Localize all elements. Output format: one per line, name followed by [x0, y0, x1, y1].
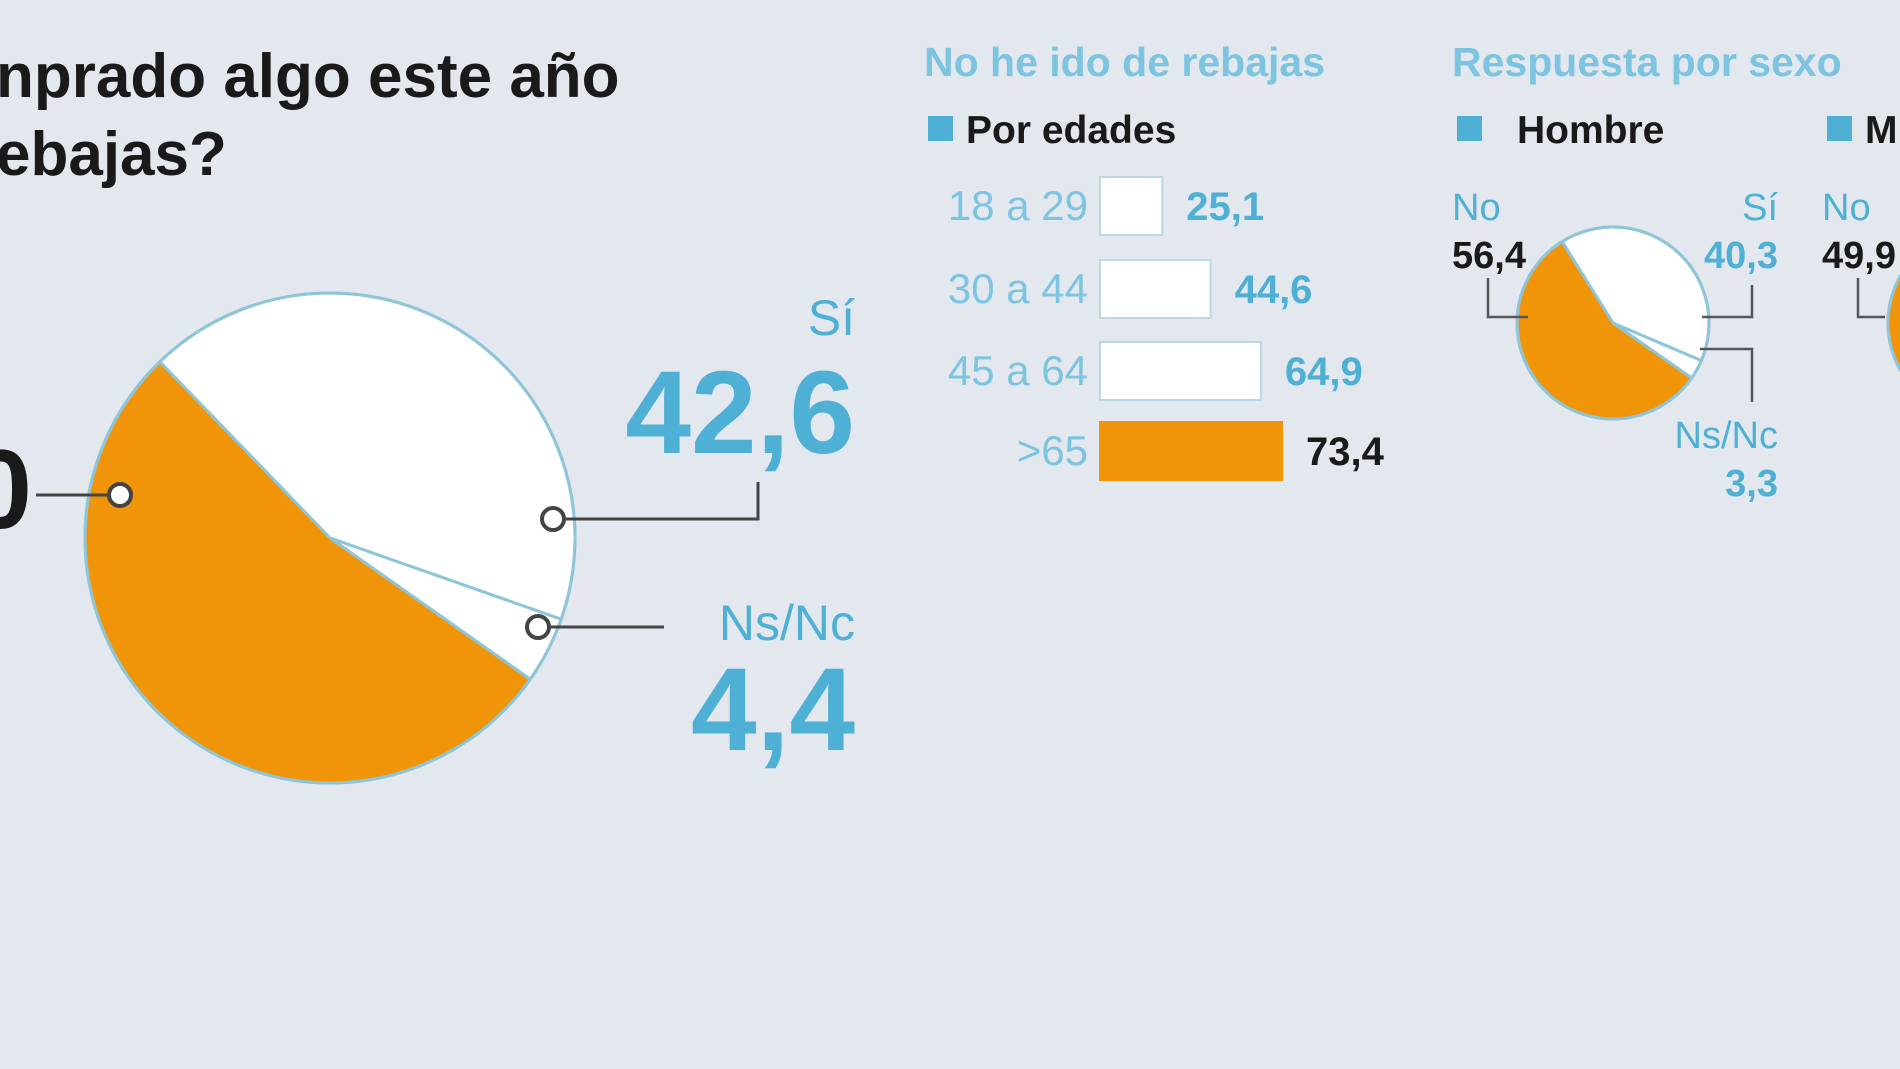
hombre-leader-no	[1486, 278, 1528, 319]
bar-category-label: 18 a 29	[948, 182, 1088, 229]
hombre-label-nsnc-value: 3,3	[1725, 463, 1778, 505]
legend-square-hombre	[1457, 116, 1482, 141]
bar-value-label: 44,6	[1235, 268, 1313, 312]
bar-category-label: 30 a 44	[948, 265, 1088, 312]
hombre-label-si-value: 40,3	[1704, 235, 1778, 277]
bar-65	[1099, 421, 1283, 481]
bar-value-label: 73,4	[1306, 430, 1385, 474]
bar-18-a-29	[1099, 176, 1164, 236]
hombre-label-no-name: No	[1452, 187, 1501, 229]
legend-label-mujer: M	[1865, 109, 1898, 152]
main-pie-outline	[83, 291, 577, 785]
label-si-value: 42,6	[625, 347, 855, 479]
bar-value-label: 64,9	[1285, 350, 1363, 394]
hombre-leader-si	[1702, 285, 1754, 319]
hombre-leader-nsnc	[1700, 347, 1754, 402]
marker-nsnc	[525, 614, 551, 640]
bar-value-label: 25,1	[1186, 185, 1264, 229]
legend-square-mujer	[1827, 116, 1852, 141]
mujer-pie-outline	[1886, 273, 1900, 373]
bar-chart-title: No he ido de rebajas	[924, 39, 1325, 85]
bar-30-a-44	[1099, 259, 1212, 319]
hombre-pie-outline	[1515, 225, 1711, 421]
marker-no	[107, 482, 133, 508]
bar-legend-label: Por edades	[966, 109, 1176, 152]
main-title-line1: nprado algo este año	[0, 42, 620, 111]
mujer-leader-no	[1856, 278, 1885, 319]
label-si-name: Sí	[808, 290, 855, 346]
label-nsnc-name: Ns/Nc	[719, 595, 855, 651]
bar-legend-square	[928, 116, 953, 141]
mujer-label-no-value: 49,9	[1822, 235, 1896, 277]
marker-si	[540, 506, 566, 532]
bar-category-label: >65	[1017, 427, 1088, 474]
leader-si	[553, 482, 760, 521]
legend-label-hombre: Hombre	[1517, 109, 1664, 152]
bar-category-label: 45 a 64	[948, 347, 1088, 394]
hombre-label-no-value: 56,4	[1452, 235, 1526, 277]
sex-section-title: Respuesta por sexo	[1452, 39, 1842, 85]
mujer-pie-chart	[1886, 273, 1900, 373]
main-pie-chart	[83, 291, 577, 785]
hombre-pie-chart	[1515, 225, 1711, 421]
age-bar-chart: 18 a 29 25,1 30 a 44 44,6 45 a 64 64,9 >65 73,4	[948, 176, 1385, 481]
main-title-line2: ebajas?	[0, 120, 227, 189]
bar-45-a-64	[1099, 341, 1262, 401]
label-nsnc-value: 4,4	[691, 644, 855, 776]
hombre-label-si-name: Sí	[1742, 187, 1778, 229]
hombre-label-nsnc-name: Ns/Nc	[1675, 415, 1778, 457]
mujer-label-no-name: No	[1822, 187, 1871, 229]
label-no-value: 0	[0, 427, 32, 552]
